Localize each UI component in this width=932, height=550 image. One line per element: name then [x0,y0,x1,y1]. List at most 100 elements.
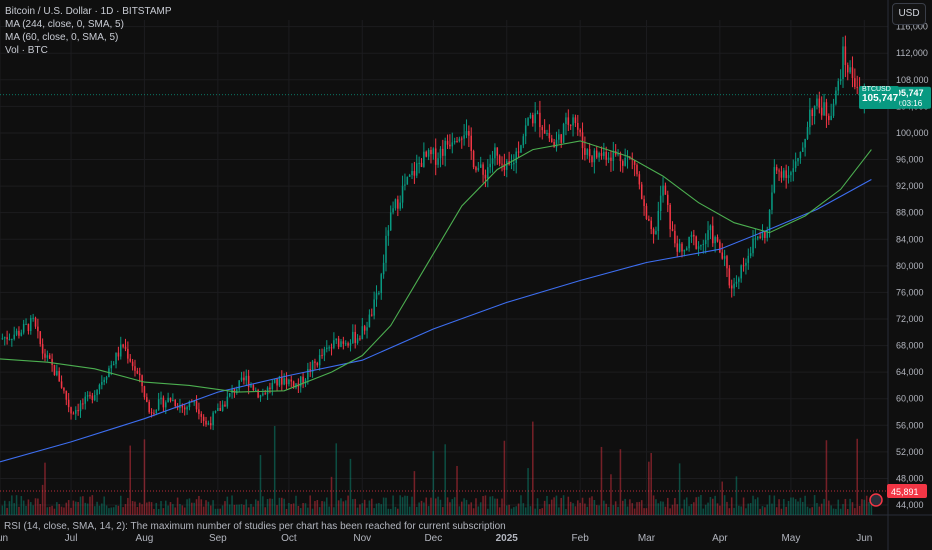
volume-bar [773,495,776,515]
candle-body [745,262,747,266]
volume-bar [565,508,567,515]
volume-bar [60,506,63,515]
candle-body [534,113,536,124]
volume-bar [811,507,813,515]
volume-bar [548,504,551,515]
volume-bar [117,505,120,515]
candle-body [434,148,437,165]
volume-bar [532,421,534,515]
volume-bar [536,498,539,515]
candle-body [269,387,271,390]
volume-bar [636,502,638,515]
volume-bar [671,504,674,515]
candle-body [835,90,837,104]
volume-bar [285,508,288,515]
volume-bar [588,497,591,515]
volume-bar [839,508,842,515]
currency-button[interactable]: USD [892,3,926,25]
legend-ma60[interactable]: MA (60, close, 0, SMA, 5) [5,32,119,43]
candle-body [164,402,167,408]
volume-bar [129,445,132,515]
candle-body [626,157,629,159]
volume-bar [344,500,347,515]
candle-body [747,255,750,263]
price-tag-price: 105,747 [862,93,899,104]
candle-body [605,151,607,160]
time-axis: Jun Jul Aug Sep Oct Nov Dec 2025 Feb Mar Apr May Jun [0,533,872,544]
candle-body [65,390,68,400]
candle-body [82,403,84,405]
candle-body [349,343,352,346]
candle-body [785,170,787,178]
volume-bar [361,503,364,515]
candle-body [667,194,669,205]
volume-bar [299,508,302,515]
candle-body [202,416,205,421]
candle-body [662,185,664,196]
candle-body [527,118,529,126]
volume-bar [420,500,423,515]
volume-bar [799,497,802,515]
volume-bar [629,499,631,515]
volume-bar [792,497,795,515]
candle-body [330,347,333,349]
candle-body [373,299,375,316]
candle-body [418,162,420,164]
candle-body [352,331,354,344]
candle-body [524,125,527,137]
volume-bar [749,503,752,515]
volume-bar [434,498,437,515]
candle-body [844,46,847,66]
volume-bar [157,508,160,515]
volume-bar [764,507,766,515]
candle-body [439,148,442,159]
legend-ma244[interactable]: MA (244, close, 0, SMA, 5) [5,19,124,30]
volume-bar [252,506,255,515]
candle-body [198,409,200,414]
candle-body [257,389,259,398]
volume-bar [164,500,167,515]
volume-bar [356,507,359,515]
volume-bar [146,502,148,515]
volume-bar [316,500,319,515]
volume-bar [318,507,321,515]
volume-bar [863,499,866,515]
volume-bar [683,499,686,515]
volume-bar [539,508,541,515]
x-tick-label: Dec [424,533,442,544]
volume-bar [105,505,108,515]
volume-bar [577,500,579,515]
candle-body [828,115,830,121]
candle-body [491,158,494,164]
candle-body [212,412,214,426]
candle-body [387,230,390,236]
candle-body [846,65,849,73]
legend-volume[interactable]: Vol · BTC [5,45,48,56]
volume-bar [787,501,790,515]
candle-body [101,382,103,385]
y-tick-label: 84,000 [896,234,924,244]
volume-bar [612,505,615,515]
candle-body [119,344,122,357]
volume-bar [711,498,714,515]
candle-body [278,376,281,386]
candle-body [115,352,117,365]
candle-body [250,385,252,387]
legend-title[interactable]: Bitcoin / U.S. Dollar · 1D · BITSTAMP [5,6,172,17]
volume-bar [818,506,821,515]
volume-bar [572,503,574,515]
candle-body [413,171,416,176]
volume-bar [297,505,300,515]
candle-body [619,153,622,162]
candle-body [141,375,143,387]
candle-body [794,161,797,169]
candle-body [707,230,709,241]
volume-bar [614,501,617,515]
candle-body [359,338,361,340]
x-tick-label: Apr [712,533,728,544]
volume-bar [415,506,418,515]
candle-body [172,400,174,402]
candle-body [77,410,79,412]
candle-body [816,98,818,106]
